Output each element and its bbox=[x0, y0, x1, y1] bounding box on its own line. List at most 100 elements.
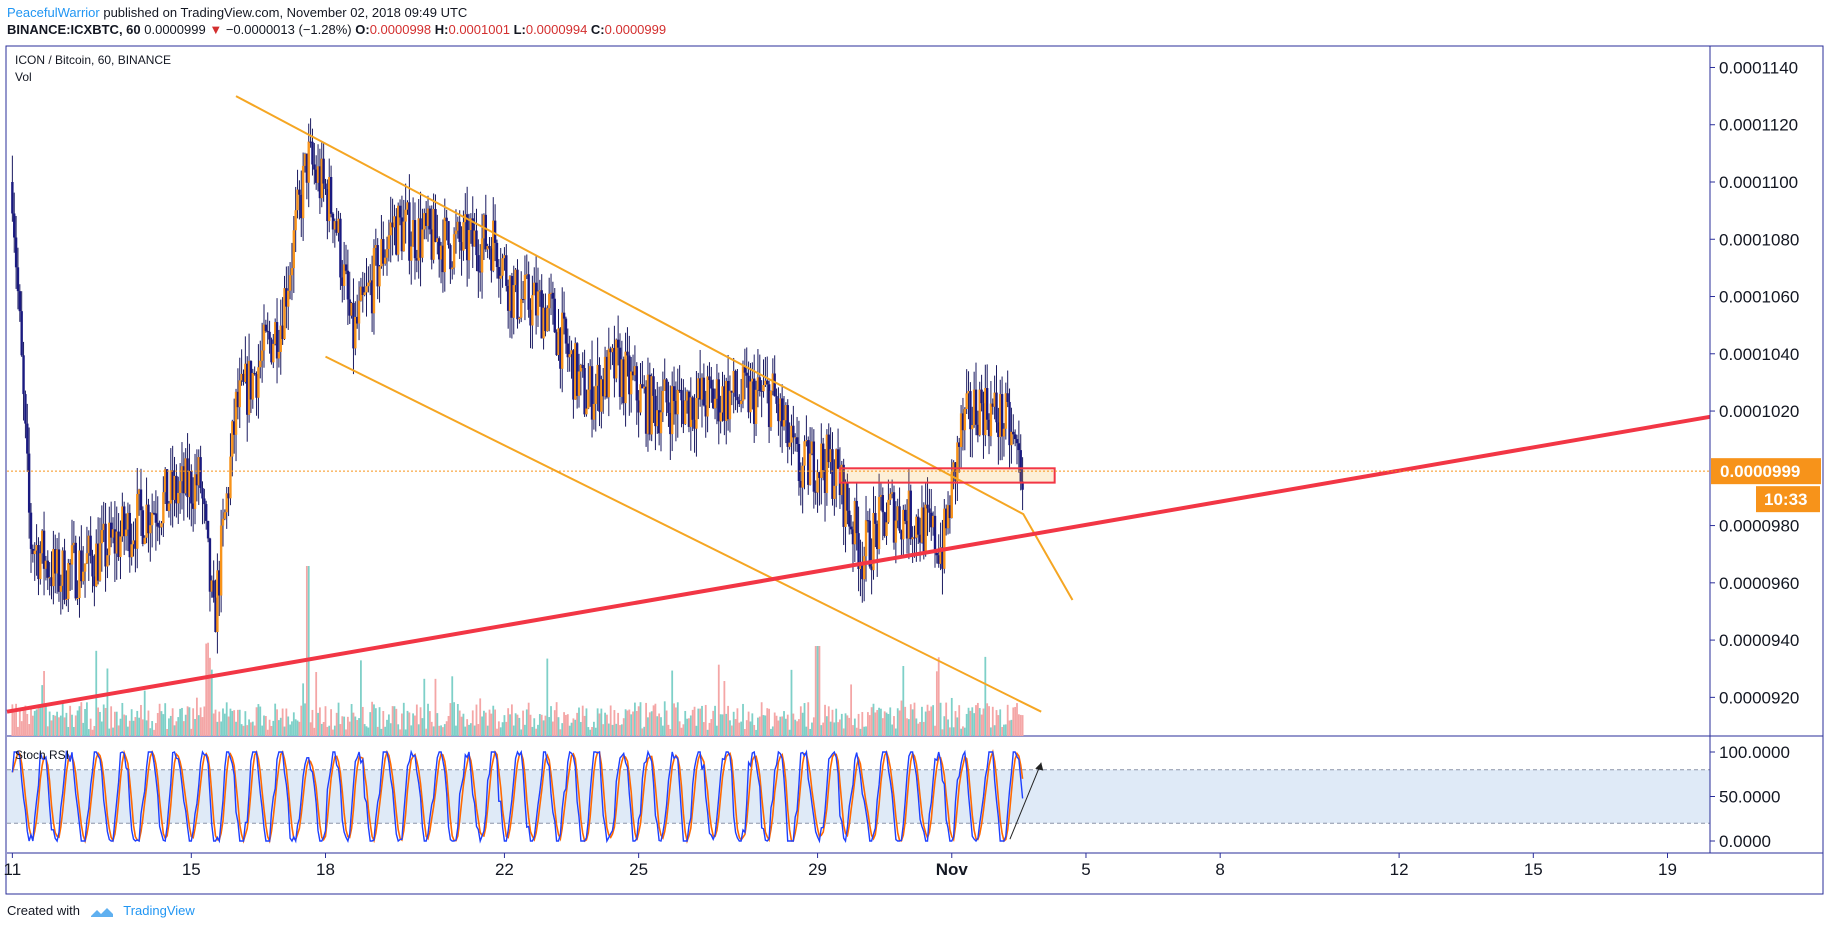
volume-bar bbox=[350, 704, 353, 736]
candle-body bbox=[436, 238, 439, 242]
candle-body bbox=[24, 394, 27, 424]
candle-body bbox=[492, 220, 495, 271]
time-tick-label: 22 bbox=[495, 860, 514, 879]
volume-bar bbox=[89, 718, 92, 736]
volume-bar bbox=[432, 726, 435, 736]
volume-bar bbox=[751, 713, 754, 736]
candle-body bbox=[728, 390, 732, 420]
volume-bar bbox=[236, 709, 239, 736]
volume-bar bbox=[835, 708, 838, 736]
volume-bar bbox=[58, 717, 60, 736]
volume-bar bbox=[669, 729, 672, 736]
volume-bar bbox=[734, 719, 737, 736]
volume-bar bbox=[600, 708, 603, 736]
volume-bar bbox=[615, 723, 618, 736]
candle-body bbox=[726, 380, 730, 420]
candle-body bbox=[520, 299, 523, 318]
candle-body bbox=[31, 548, 35, 555]
volume-bar bbox=[678, 721, 681, 736]
candle-body bbox=[460, 242, 463, 251]
candle-body bbox=[339, 218, 342, 278]
volume-bar bbox=[973, 713, 976, 736]
volume-bar bbox=[837, 722, 839, 736]
volume-bar bbox=[565, 714, 567, 736]
candle-body bbox=[710, 380, 713, 389]
up-arrow-head-icon bbox=[1035, 762, 1044, 771]
candle-body bbox=[201, 487, 204, 499]
candle-body bbox=[974, 389, 978, 425]
candle-body bbox=[652, 376, 655, 396]
candle-body bbox=[971, 425, 974, 430]
price-change: −0.0000013 (−1.28%) bbox=[225, 22, 352, 37]
candle-body bbox=[536, 291, 540, 316]
candle-body bbox=[458, 221, 461, 243]
volume-bar bbox=[184, 714, 187, 736]
candle-body bbox=[331, 213, 335, 230]
volume-bar bbox=[225, 702, 228, 736]
candle-body bbox=[1013, 434, 1017, 440]
candle-body bbox=[421, 229, 424, 258]
volume-bar bbox=[257, 704, 260, 736]
candle-body bbox=[456, 221, 460, 231]
tradingview-brand[interactable]: TradingView bbox=[123, 903, 195, 918]
candle-body bbox=[231, 421, 234, 457]
volume-bar bbox=[272, 720, 275, 736]
candle-body bbox=[738, 400, 741, 405]
volume-bar bbox=[1016, 703, 1018, 736]
candle-body bbox=[566, 343, 570, 358]
volume-bar bbox=[84, 709, 86, 736]
candle-body bbox=[402, 221, 405, 252]
volume-bar bbox=[861, 712, 864, 736]
candle-body bbox=[980, 389, 983, 404]
volume-bar bbox=[24, 705, 27, 736]
volume-bar bbox=[900, 700, 903, 736]
volume-bar bbox=[593, 721, 595, 736]
price-tick-label: 0.0000960 bbox=[1719, 574, 1799, 593]
candle-body bbox=[26, 423, 29, 454]
candle-body bbox=[378, 266, 381, 287]
volume-bar bbox=[292, 712, 295, 736]
candle-body bbox=[943, 508, 946, 569]
candle-body bbox=[391, 222, 394, 228]
volume-bar bbox=[190, 728, 193, 736]
candle-body bbox=[376, 245, 379, 287]
volume-bar bbox=[39, 704, 42, 736]
candle-body bbox=[1010, 431, 1013, 446]
volume-bar bbox=[512, 725, 515, 736]
candle-body bbox=[993, 392, 996, 407]
volume-bar bbox=[65, 712, 68, 736]
price-tick-label: 0.0000980 bbox=[1719, 517, 1799, 536]
price-chart[interactable]: 0.0001140 0.0001120 0.0001100 0.0001080 0.00… bbox=[0, 0, 1828, 900]
candle-body bbox=[255, 374, 258, 398]
volume-bar bbox=[716, 725, 718, 736]
candle-body bbox=[635, 366, 638, 401]
volume-bar bbox=[561, 723, 564, 736]
candle-body bbox=[298, 189, 301, 195]
candle-body bbox=[944, 508, 948, 529]
candle-body bbox=[473, 230, 476, 247]
candle-body bbox=[259, 360, 262, 368]
candle-body bbox=[281, 325, 284, 340]
tradingview-logo-icon bbox=[90, 907, 113, 917]
volume-bar bbox=[507, 708, 510, 736]
volume-bar bbox=[95, 650, 98, 736]
candle-body bbox=[870, 566, 873, 571]
candle-body bbox=[186, 458, 189, 498]
volume-bar bbox=[963, 727, 966, 736]
candle-body bbox=[803, 441, 806, 466]
volume-bar bbox=[123, 714, 126, 736]
up-arrow-line bbox=[1009, 762, 1042, 840]
volume-bar bbox=[893, 716, 895, 736]
candle-body bbox=[639, 384, 642, 413]
candle-body bbox=[846, 482, 849, 511]
volume-bar bbox=[909, 704, 912, 736]
candle-body bbox=[124, 529, 128, 537]
volume-bar bbox=[31, 715, 34, 736]
volume-bar bbox=[760, 702, 763, 736]
candle-body bbox=[320, 158, 323, 199]
candle-body bbox=[240, 373, 243, 381]
volume-bar bbox=[428, 711, 431, 736]
volume-bar bbox=[803, 703, 806, 736]
author-link[interactable]: PeacefulWarrior bbox=[7, 5, 100, 20]
candle-body bbox=[270, 339, 273, 363]
